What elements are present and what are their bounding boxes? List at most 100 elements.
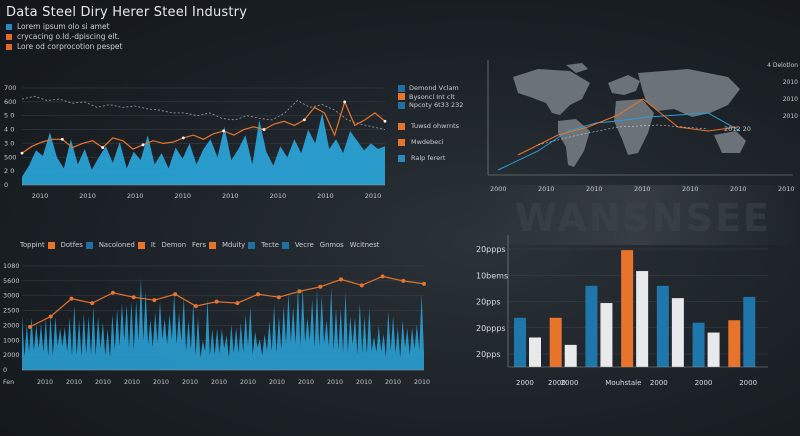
legend-swatch-2 [6,44,12,50]
background-band [470,185,800,245]
x-tick-label: 2010 [298,379,314,386]
y-tick-label: 1000 [3,336,20,344]
data-point [101,146,105,149]
y-tick-label: 600 [4,98,16,106]
x-tick-label: 2000 [739,379,757,387]
data-point [262,128,266,131]
y-tick-label: 5600 [3,277,20,285]
legend-item: Tecte [261,241,289,249]
top-left-chart: 700 600 5 0 4 0 3 0 500 2 0 0 2010 2010 2010 2010 20… [4,84,387,200]
data-point [48,314,53,319]
y-tick-label: 3000 [3,292,20,300]
x-tick-label: Mouhstale [605,379,641,387]
x-tick-label: 2010 [66,379,82,386]
x-tick-label: 2010 [240,379,256,386]
legend-item: Fers [192,241,217,249]
x-tick-label: Fen [3,379,14,386]
page-title: Data Steel Diry Herer Steel Industry [6,5,248,20]
y-tick-label: 20pps [476,298,501,307]
legend-swatch [209,241,217,249]
greenland-shape [566,63,588,73]
side-legend-swatch [398,101,405,109]
y-tick-label: 700 [4,84,16,92]
data-point [20,151,24,155]
x-tick-label: 2010 [356,379,372,386]
x-tick-label: 2010 [538,185,555,193]
side-legend-label: Demond Vclam [409,84,459,92]
legend-label: Vecre [294,241,314,249]
legend-label: Demon [161,241,187,249]
title-legend-label-1: crycacing o.ld.-dpiscing elt. [17,32,120,41]
y-tick-label: 10bems [476,271,508,280]
side-legend2-swatch [398,154,405,162]
x-tick-label: 2010 [222,192,239,200]
side-legend2-swatch [398,138,405,146]
y-tick-label: 2 0 [4,167,14,175]
x-tick-label: 2000 [490,185,507,193]
data-point [276,295,281,300]
x-tick-label: 2010 [730,185,747,193]
bar [636,271,649,367]
north-america-shape [513,69,590,115]
world-map-chart: 2012 20 4 Delotlon 2010 2010 2010 2000 2010 201… [487,60,798,193]
top-left-side-legend: Demond Vclam Bysoncl Int clt Npcoty 6t33… [398,84,463,110]
y-tick-label: 3 0 [4,139,14,147]
area-series [22,112,385,185]
data-point [380,274,385,279]
legend-item: Wcitnest [350,241,380,249]
y-tick-label: 2000 [3,321,20,329]
title-legend-item: Lorem ipsum olo si amet [6,22,122,32]
y-tick-label: 2500 [3,307,20,315]
x-tick-label: 2010 [385,379,401,386]
title-legend-item: Lore od corprocotion pespet [6,42,122,52]
data-point [343,100,347,104]
south-america-shape [558,119,590,167]
legend-swatch [248,241,256,249]
y-tick-label: 20pps [476,350,501,359]
map-annotation: 2012 20 [724,125,751,133]
data-point [131,295,136,300]
data-point [401,278,406,283]
side-legend2-label: Tuwsd ohwrnts [411,122,460,130]
top-left-side-legend-2: Tuwsd ohwrnts Mwdebeci Ralp ferert [398,122,459,170]
x-tick-label: 2010 [414,379,430,386]
data-point [28,324,32,329]
legend-swatch [85,241,93,249]
x-sub-label: 2000 [548,379,566,387]
australia-shape [714,131,746,153]
blue-route [497,112,741,171]
y-tick-label: 500 [4,153,16,161]
data-point [256,292,261,297]
africa-shape [614,99,654,155]
data-point [60,137,64,141]
title-legend: Lorem ipsum olo si amet crycacing o.ld.-… [6,22,122,52]
data-point [318,284,323,289]
legend-label: Dotfes [60,241,83,249]
legend-swatch-1 [6,34,12,40]
legend-label: It [150,241,156,249]
legend-item: Dotfes [61,241,93,249]
legend-swatch [281,241,289,249]
data-point [214,299,219,304]
y-tick-label: 20ppps [476,324,506,333]
right-tick-label: 2010 [783,96,798,103]
data-point [339,277,344,282]
legend-label: Fers [192,241,207,249]
legend-label: Gnmos [319,241,344,249]
side-legend2-swatch [398,122,405,130]
data-point [359,283,364,288]
legend-item: Demon [162,241,187,249]
legend-label: Nacoloned [98,241,135,249]
asia-shape [638,69,740,117]
side-legend-label: Npcoty 6t33 232 [409,101,464,110]
orange-route [517,98,739,156]
data-point [302,118,306,122]
bar [529,337,541,367]
bar [728,320,741,367]
side-legend2-label: Mwdebeci [411,138,444,146]
legend-label: Toppint [20,241,45,249]
x-tick-label: 2010 [365,192,382,200]
bar [743,296,756,367]
side-legend-swatch [398,93,405,101]
legend-swatch-0 [6,24,12,30]
